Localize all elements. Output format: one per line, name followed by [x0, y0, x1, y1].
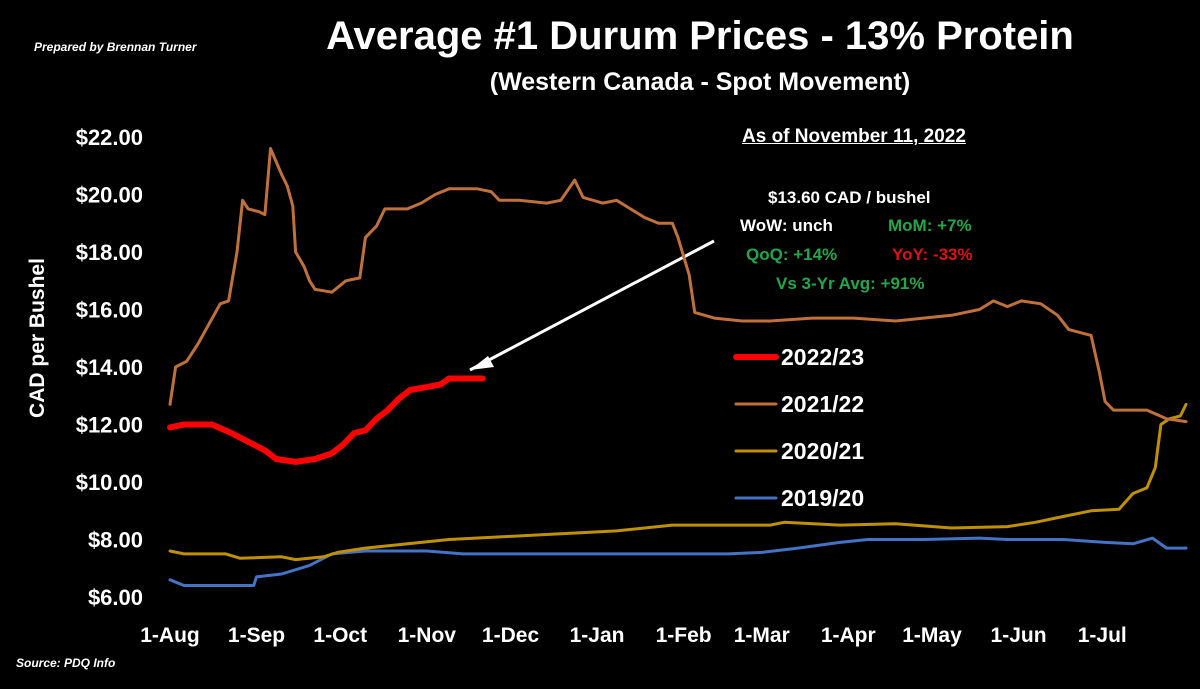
y-tick-label: $18.00: [76, 240, 143, 265]
y-tick-label: $10.00: [76, 470, 143, 495]
y-tick-label: $16.00: [76, 298, 143, 323]
x-tick-label: 1-Feb: [656, 624, 712, 647]
x-tick-label: 1-Jan: [570, 624, 625, 647]
qoq-change: QoQ: +14%: [746, 245, 838, 264]
series-line-2021-22: [168, 147, 1188, 424]
as-of-date: As of November 11, 2022: [742, 126, 966, 147]
annotation-arrow-line: [469, 239, 715, 372]
x-tick-label: 1-Apr: [821, 624, 876, 647]
x-tick-label: 1-Oct: [313, 624, 367, 647]
legend: 2022/23 2021/22 2020/21 2019/20: [733, 344, 864, 511]
legend-label: 2020/21: [781, 438, 864, 464]
y-tick-label: $8.00: [88, 528, 143, 553]
chart-subtitle: (Western Canada - Spot Movement): [489, 68, 911, 96]
series-line-2022-23: [167, 375, 486, 465]
x-tick-label: 1-Mar: [734, 624, 790, 647]
x-tick-label: 1-Dec: [482, 624, 540, 647]
series-line-2020-21: [168, 402, 1188, 562]
series-lines: [167, 147, 1188, 587]
y-tick-label: $14.00: [76, 355, 143, 380]
x-tick-label: 1-May: [902, 624, 962, 647]
x-tick-label: 1-Jun: [991, 624, 1047, 647]
y-tick-label: $22.00: [76, 125, 143, 150]
y-axis-ticks: $6.00 $8.00 $10.00 $12.00 $14.00 $16.00 $18.00…: [76, 125, 143, 610]
y-tick-label: $20.00: [76, 183, 143, 208]
x-tick-label: 1-Aug: [140, 624, 200, 647]
y-tick-label: $6.00: [88, 585, 143, 610]
legend-label: 2022/23: [781, 344, 864, 370]
credit-text: Prepared by Brennan Turner: [34, 40, 197, 54]
y-tick-label: $12.00: [76, 413, 143, 438]
current-price: $13.60 CAD / bushel: [768, 188, 931, 207]
legend-label: 2019/20: [781, 485, 864, 511]
yoy-change: YoY: -33%: [892, 245, 973, 264]
x-tick-label: 1-Jul: [1078, 624, 1127, 647]
series-line-2019-20: [168, 536, 1188, 587]
x-axis-ticks: 1-Aug 1-Sep 1-Oct 1-Nov 1-Dec 1-Jan 1-Feb 1-Mar…: [140, 624, 1127, 647]
source-text: Source: PDQ Info: [16, 656, 116, 670]
chart-title: Average #1 Durum Prices - 13% Protein: [326, 14, 1074, 58]
x-tick-label: 1-Sep: [228, 624, 285, 647]
annotation-arrow-head: [470, 356, 494, 370]
mom-change: MoM: +7%: [888, 216, 972, 235]
legend-label: 2021/22: [781, 391, 864, 417]
x-tick-label: 1-Nov: [398, 624, 457, 647]
wow-change: WoW: unch: [740, 216, 833, 235]
vs-3yr-avg: Vs 3-Yr Avg: +91%: [776, 274, 925, 293]
